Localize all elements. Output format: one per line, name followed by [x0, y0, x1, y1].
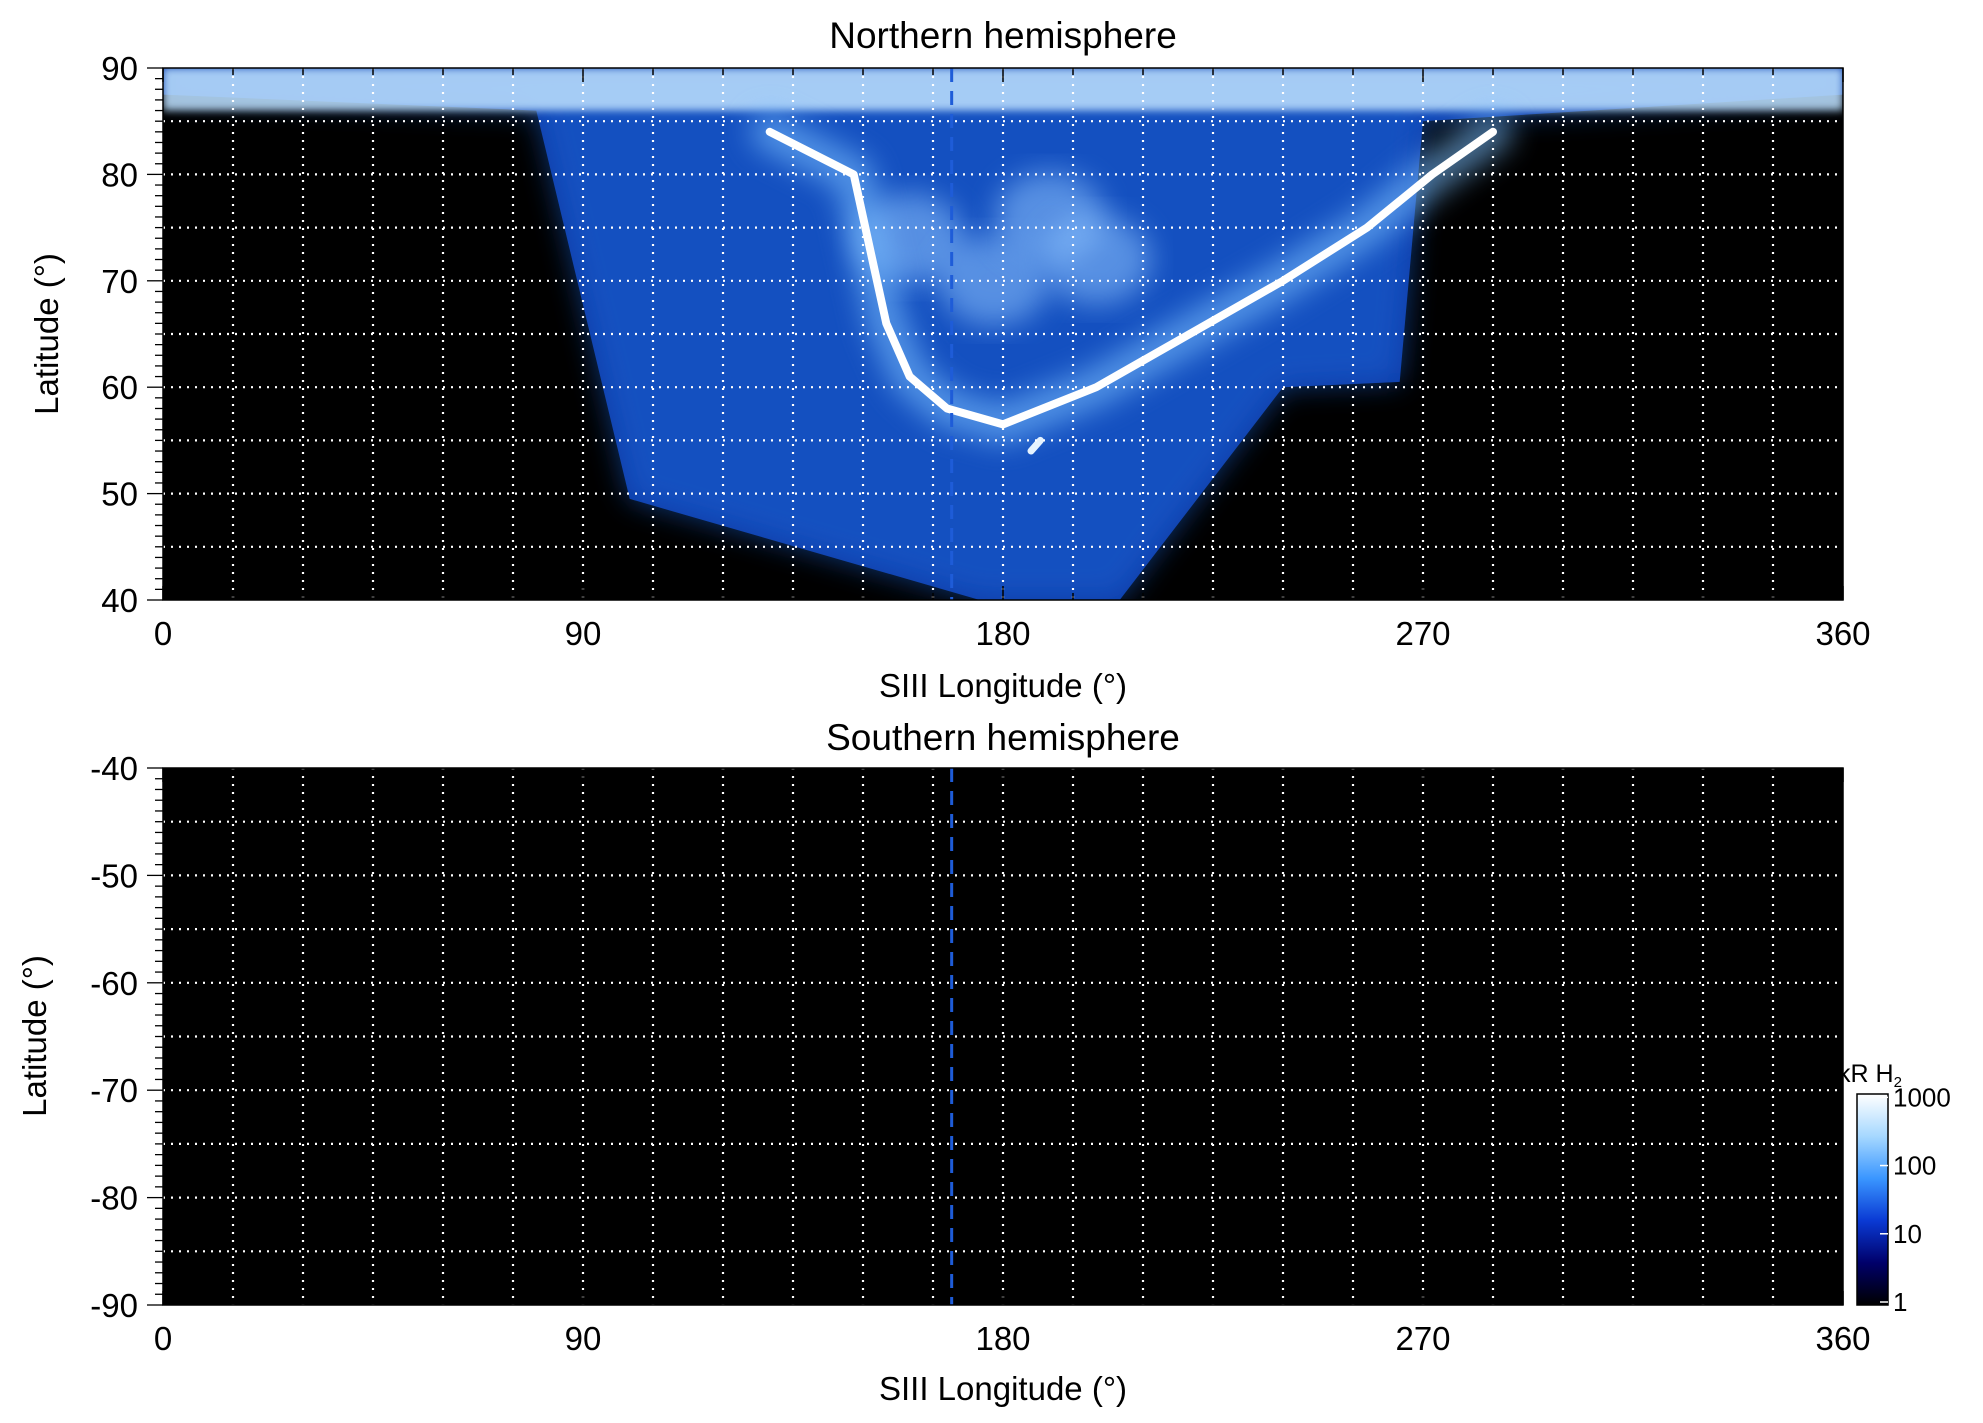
northern-panel: Northern hemisphere 0 90 180 270 360 40 50 60 70…	[28, 15, 1871, 704]
colorbar: kR H2 1 10 100 1000	[1838, 1060, 1951, 1317]
colorbar-tick-label: 1	[1893, 1287, 1907, 1317]
y-tick-label: 80	[101, 156, 138, 193]
southern-gridlines	[163, 768, 1843, 1305]
x-tick-label: 270	[1395, 615, 1450, 652]
y-tick-label: 40	[101, 582, 138, 619]
y-tick-label: 90	[101, 50, 138, 87]
colorbar-scale	[1856, 1093, 1889, 1306]
x-tick-label: 180	[975, 615, 1030, 652]
y-tick-label: 60	[101, 369, 138, 406]
polar-emission-patch	[938, 235, 1049, 326]
y-tick-label: -80	[90, 1180, 138, 1217]
northern-y-axis-label: Latitude (°)	[28, 253, 65, 415]
x-tick-label: 360	[1815, 615, 1870, 652]
x-tick-label: 360	[1815, 1320, 1870, 1357]
southern-x-axis-label: SIII Longitude (°)	[879, 1370, 1127, 1407]
main-auroral-oval	[765, 127, 1497, 429]
northern-title: Northern hemisphere	[829, 15, 1177, 56]
southern-axes: 0 90 180 270 360 -40 -50 -60 -70 -80 -90	[90, 750, 1870, 1357]
polar-emission-patch	[1041, 214, 1152, 305]
y-tick-label: 50	[101, 476, 138, 513]
y-tick-label: -70	[90, 1072, 138, 1109]
southern-panel: Southern hemisphere 0 90 180 270 360 -40 -50 -6…	[16, 717, 1871, 1407]
southern-plot-area	[163, 768, 1843, 1305]
colorbar-tick-label: 100	[1893, 1151, 1936, 1181]
northern-x-axis-label: SIII Longitude (°)	[879, 667, 1127, 704]
y-tick-label: 70	[101, 263, 138, 300]
colorbar-tick-label: 10	[1893, 1219, 1922, 1249]
x-tick-label: 0	[154, 615, 172, 652]
x-tick-label: 90	[565, 1320, 602, 1357]
x-tick-label: 270	[1395, 1320, 1450, 1357]
colorbar-tick-label: 1000	[1893, 1082, 1951, 1112]
southern-y-axis-label: Latitude (°)	[16, 955, 53, 1117]
emission-spot	[1027, 436, 1044, 455]
x-tick-label: 90	[565, 615, 602, 652]
colorbar-ticks: 1 10 100 1000	[1880, 1082, 1951, 1317]
y-tick-label: -40	[90, 750, 138, 787]
x-tick-label: 180	[975, 1320, 1030, 1357]
northern-plot-area	[163, 68, 1843, 600]
northern-gridlines	[163, 68, 1843, 600]
colorbar-label: kR H2	[1838, 1060, 1902, 1091]
x-tick-label: 0	[154, 1320, 172, 1357]
northern-axes: 0 90 180 270 360 40 50 60 70 80 90	[101, 50, 1870, 652]
y-tick-label: -90	[90, 1287, 138, 1324]
y-tick-label: -60	[90, 965, 138, 1002]
y-tick-label: -50	[90, 857, 138, 894]
southern-title: Southern hemisphere	[826, 717, 1180, 758]
